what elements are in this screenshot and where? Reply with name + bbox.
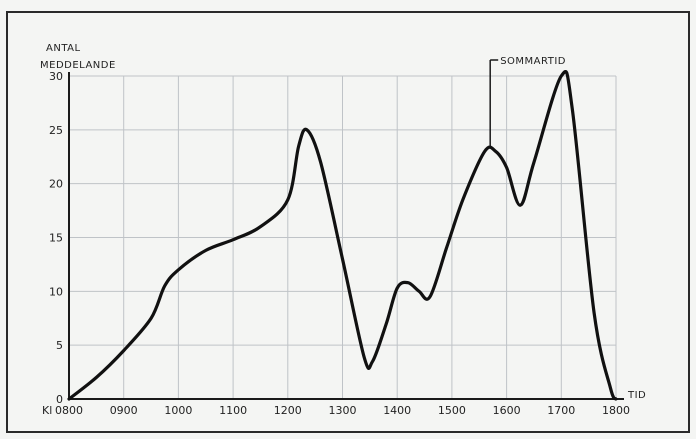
series-line — [67, 70, 618, 401]
x-tick-label: 1700 — [547, 404, 575, 417]
x-tick-label: 1200 — [274, 404, 302, 417]
annotation-label: SOMMARTID — [500, 56, 566, 67]
x-tick-label: 1100 — [219, 404, 247, 417]
y-axis-title-line2: MEDDELANDE — [40, 60, 116, 71]
x-tick-label: 0900 — [110, 404, 138, 417]
x-tick-label: 1800 — [602, 404, 630, 417]
y-tick-label: 20 — [49, 178, 63, 191]
y-tick-label: 25 — [49, 124, 63, 137]
x-tick-label: 1300 — [329, 404, 357, 417]
x-axis-title: TID — [627, 390, 646, 401]
x-tick-label: 1400 — [383, 404, 411, 417]
y-tick-label: 5 — [56, 339, 63, 352]
y-tick-label: 30 — [49, 70, 63, 83]
y-tick-label: 10 — [49, 285, 63, 298]
x-tick-label: 0800 — [55, 404, 83, 417]
x-tick-label: 1500 — [438, 404, 466, 417]
x-tick-label: 1000 — [164, 404, 192, 417]
y-axis-title-line1: ANTAL — [46, 43, 81, 54]
x-axis-prefix: Kl — [42, 404, 52, 417]
y-tick-label: 15 — [49, 232, 63, 245]
outer-border — [6, 11, 690, 433]
y-tick-label: 0 — [56, 393, 63, 406]
x-tick-label: 1600 — [493, 404, 521, 417]
